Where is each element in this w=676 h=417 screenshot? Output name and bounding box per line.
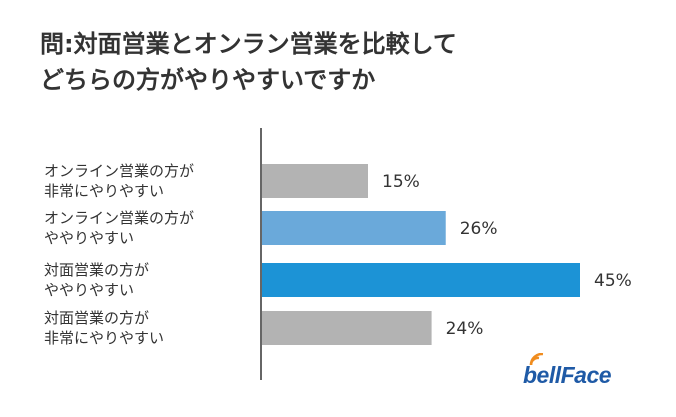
bar-1 bbox=[262, 164, 368, 198]
value-label-3: 45% bbox=[594, 271, 632, 291]
category-label-3-line-2: ややりやすい bbox=[44, 281, 134, 299]
bar-4 bbox=[262, 311, 432, 345]
value-label-1: 15% bbox=[382, 172, 420, 192]
category-label-2-line-1: オンライン営業の方が bbox=[44, 209, 194, 227]
chart-title: 問:対面営業とオンラン営業を比較して どちらの方がやりやすいですか bbox=[40, 26, 457, 98]
category-label-4-line-2: 非常にやりやすい bbox=[44, 329, 164, 347]
category-label-4-line-1: 対面営業の方が bbox=[44, 309, 149, 327]
bar-3 bbox=[262, 263, 580, 297]
category-label-2-line-2: ややりやすい bbox=[44, 229, 134, 247]
chart-title-line-2: どちらの方がやりやすいですか bbox=[40, 66, 376, 94]
value-label-2: 26% bbox=[460, 219, 498, 239]
category-label-1-line-1: オンライン営業の方が bbox=[44, 162, 194, 180]
category-label-3-line-1: 対面営業の方が bbox=[44, 261, 149, 279]
signal-arcs-icon bbox=[529, 353, 544, 366]
chart-title-line-1: 問:対面営業とオンラン営業を比較して bbox=[40, 30, 457, 58]
bar-2 bbox=[262, 211, 446, 245]
category-label-4: 対面営業の方が非常にやりやすい bbox=[44, 309, 164, 347]
category-label-1: オンライン営業の方が非常にやりやすい bbox=[44, 162, 194, 200]
bellface-logo: bellFace bbox=[523, 362, 612, 388]
category-label-2: オンライン営業の方がややりやすい bbox=[44, 209, 194, 247]
category-label-3: 対面営業の方がややりやすい bbox=[44, 261, 149, 299]
category-label-1-line-2: 非常にやりやすい bbox=[44, 182, 164, 200]
value-label-4: 24% bbox=[446, 319, 484, 339]
